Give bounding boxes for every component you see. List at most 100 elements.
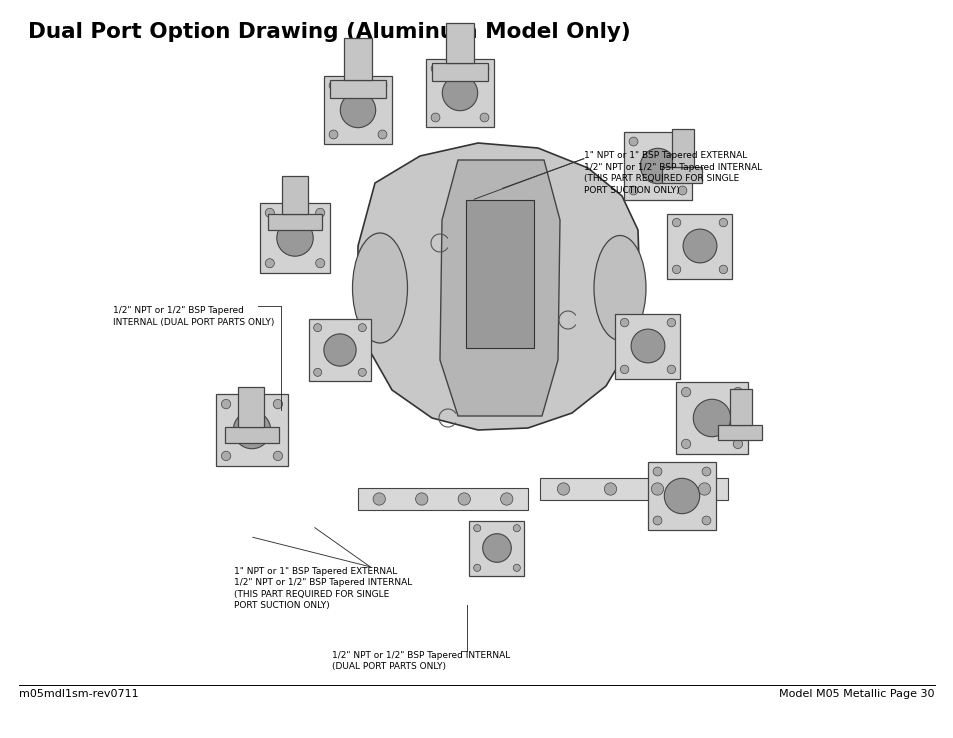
Bar — [225, 427, 278, 443]
Circle shape — [693, 399, 730, 437]
Bar — [647, 462, 716, 530]
Circle shape — [628, 186, 638, 195]
Bar — [539, 478, 727, 500]
Circle shape — [479, 64, 488, 73]
Bar — [446, 23, 474, 63]
Text: Model M05 Metallic Page 30: Model M05 Metallic Page 30 — [779, 689, 934, 699]
Circle shape — [265, 208, 274, 218]
Circle shape — [473, 525, 480, 532]
Text: m05mdl1sm-rev0711: m05mdl1sm-rev0711 — [19, 689, 138, 699]
Circle shape — [557, 483, 569, 495]
Bar — [465, 200, 534, 348]
Circle shape — [603, 483, 616, 495]
Circle shape — [221, 399, 231, 409]
Text: 1" NPT or 1" BSP Tapered EXTERNAL
1/2" NPT or 1/2" BSP Tapered INTERNAL
(THIS PA: 1" NPT or 1" BSP Tapered EXTERNAL 1/2" N… — [583, 151, 761, 195]
Circle shape — [479, 113, 488, 122]
Circle shape — [276, 220, 313, 256]
Bar — [282, 176, 308, 214]
Circle shape — [314, 324, 321, 331]
Bar — [324, 76, 392, 144]
Text: 1/2" NPT or 1/2" BSP Tapered INTERNAL
(DUAL PORT PARTS ONLY): 1/2" NPT or 1/2" BSP Tapered INTERNAL (D… — [332, 651, 510, 672]
Bar — [729, 389, 751, 425]
Circle shape — [358, 368, 366, 376]
Bar — [718, 425, 761, 440]
Circle shape — [265, 258, 274, 268]
Text: Dual Port Option Drawing (Aluminum Model Only): Dual Port Option Drawing (Aluminum Model… — [28, 22, 630, 42]
Circle shape — [619, 365, 628, 373]
Bar — [215, 394, 288, 466]
Circle shape — [631, 329, 664, 363]
Circle shape — [457, 493, 470, 505]
Circle shape — [315, 258, 324, 268]
Circle shape — [473, 565, 480, 571]
Bar — [615, 314, 679, 379]
Circle shape — [733, 439, 741, 449]
Circle shape — [701, 516, 710, 525]
Bar — [237, 387, 264, 427]
Circle shape — [682, 229, 716, 263]
Circle shape — [500, 493, 513, 505]
Bar — [309, 319, 371, 381]
Circle shape — [340, 92, 375, 128]
Circle shape — [672, 218, 680, 227]
Circle shape — [701, 467, 710, 476]
Circle shape — [329, 130, 337, 139]
Ellipse shape — [352, 233, 407, 343]
Circle shape — [653, 516, 661, 525]
Bar — [426, 59, 494, 127]
Circle shape — [431, 64, 439, 73]
Circle shape — [233, 411, 271, 449]
Circle shape — [315, 208, 324, 218]
Circle shape — [666, 318, 675, 327]
Circle shape — [639, 148, 675, 184]
Circle shape — [221, 451, 231, 461]
Circle shape — [733, 387, 741, 397]
Circle shape — [442, 75, 477, 111]
Circle shape — [678, 186, 686, 195]
Circle shape — [666, 365, 675, 373]
Circle shape — [273, 399, 282, 409]
Bar — [469, 520, 524, 576]
Bar — [623, 132, 691, 200]
Circle shape — [680, 387, 690, 397]
Circle shape — [482, 534, 511, 562]
Text: 1/2" NPT or 1/2" BSP Tapered
INTERNAL (DUAL PORT PARTS ONLY): 1/2" NPT or 1/2" BSP Tapered INTERNAL (D… — [112, 306, 274, 327]
Circle shape — [651, 483, 663, 495]
Circle shape — [628, 137, 638, 146]
Circle shape — [431, 113, 439, 122]
Circle shape — [678, 137, 686, 146]
Circle shape — [329, 81, 337, 90]
Circle shape — [314, 368, 321, 376]
Bar — [344, 38, 372, 80]
Bar — [667, 213, 732, 278]
Circle shape — [377, 81, 387, 90]
Circle shape — [416, 493, 428, 505]
Circle shape — [653, 467, 661, 476]
Circle shape — [377, 130, 387, 139]
Polygon shape — [357, 143, 639, 430]
Circle shape — [672, 265, 680, 274]
Circle shape — [663, 478, 699, 514]
Circle shape — [513, 525, 519, 532]
Bar — [671, 129, 693, 167]
Circle shape — [513, 565, 519, 571]
Bar — [330, 80, 386, 98]
Circle shape — [619, 318, 628, 327]
Circle shape — [373, 493, 385, 505]
Circle shape — [680, 439, 690, 449]
Polygon shape — [439, 160, 559, 416]
Circle shape — [698, 483, 710, 495]
Ellipse shape — [594, 235, 645, 340]
Bar — [432, 63, 488, 81]
Circle shape — [323, 334, 355, 366]
Text: 1" NPT or 1" BSP Tapered EXTERNAL
1/2" NPT or 1/2" BSP Tapered INTERNAL
(THIS PA: 1" NPT or 1" BSP Tapered EXTERNAL 1/2" N… — [233, 567, 412, 610]
Bar — [676, 382, 747, 454]
Circle shape — [358, 324, 366, 331]
Bar — [260, 203, 330, 273]
Circle shape — [719, 218, 727, 227]
Bar — [357, 488, 527, 510]
Circle shape — [273, 451, 282, 461]
Circle shape — [719, 265, 727, 274]
Bar — [661, 167, 701, 183]
Bar — [268, 214, 322, 230]
